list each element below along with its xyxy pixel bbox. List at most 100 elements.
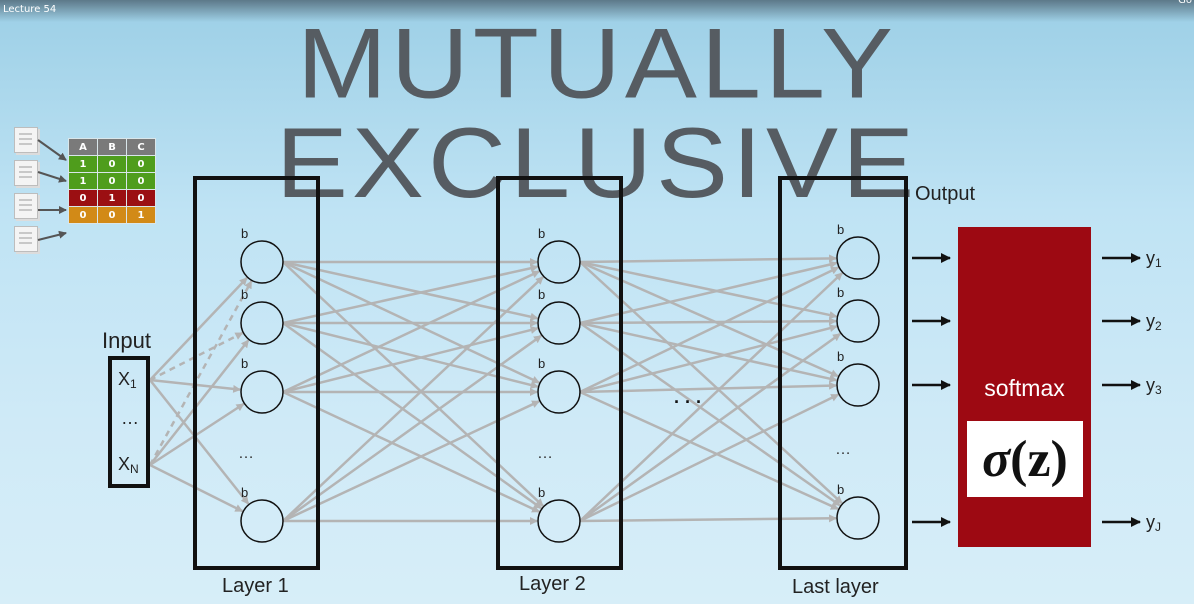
output-y1-symbol: y	[1146, 248, 1155, 268]
connection-line	[579, 514, 838, 523]
bias-label: b	[241, 356, 248, 371]
softmax-output-arrows	[1102, 253, 1141, 527]
layer-1-neuron	[240, 301, 284, 345]
last-layer-neuron	[836, 299, 880, 343]
table-row: 0 0 1	[68, 206, 156, 224]
table-cell: 0	[126, 155, 156, 173]
output-yj: yJ	[1146, 512, 1161, 534]
table-cell: 0	[97, 206, 127, 224]
output-y1: y1	[1146, 248, 1162, 270]
table-row: 1 0 0	[68, 155, 156, 173]
corner-label: Go	[1178, 0, 1192, 6]
layer-1-ellipsis: …	[238, 445, 254, 462]
output-y3: y3	[1146, 375, 1162, 397]
bias-label: b	[538, 356, 545, 371]
input-ellipsis: …	[121, 408, 139, 428]
connection-line	[579, 321, 841, 507]
output-yj-symbol: y	[1146, 512, 1155, 532]
last-layer-box	[778, 176, 908, 570]
bias-label: b	[837, 349, 844, 364]
document-to-label-arrows	[37, 139, 67, 241]
input-label: Input	[102, 328, 151, 353]
layer-2-box	[496, 176, 623, 570]
connection-line	[282, 261, 544, 507]
table-row: 1 0 0	[68, 172, 156, 190]
bias-label: b	[241, 226, 248, 241]
connection-line	[579, 317, 838, 326]
layer-2-neuron	[537, 499, 581, 543]
input-x1-symbol: X	[118, 369, 130, 389]
input-xn-subscript: N	[130, 462, 139, 476]
connection-line	[579, 332, 841, 523]
bias-label: b	[837, 285, 844, 300]
connection-line	[282, 321, 539, 389]
connection-line	[579, 260, 838, 319]
table-header-row: A B C	[68, 138, 156, 156]
connection-line	[282, 321, 542, 510]
video-top-bar	[0, 0, 1194, 22]
last-layer-neuron	[836, 363, 880, 407]
connection-line	[579, 321, 838, 383]
output-y2: y2	[1146, 311, 1162, 333]
connection-line	[579, 254, 838, 264]
bias-label: b	[241, 485, 248, 500]
layer-1-box	[193, 176, 320, 570]
layer-1-neuron	[240, 499, 284, 543]
last-layer-label: Last layer	[792, 576, 879, 598]
last-layer-neuron	[836, 236, 880, 280]
connection-line	[149, 379, 250, 505]
sigma-argument: (z)	[1010, 430, 1068, 488]
layer-2-neuron	[537, 301, 581, 345]
bias-label: b	[241, 287, 248, 302]
table-cell: 1	[126, 206, 156, 224]
output-y2-symbol: y	[1146, 311, 1155, 331]
connection-line	[579, 393, 840, 523]
table-header-cell: C	[126, 138, 156, 156]
input-x1: X1	[118, 369, 137, 391]
layer-2-neuron	[537, 370, 581, 414]
input-box	[108, 356, 150, 488]
document-icon	[14, 160, 38, 186]
layer-1-label: Layer 1	[222, 575, 289, 597]
softmax-formula: σ (z)	[967, 421, 1083, 497]
bias-label: b	[837, 482, 844, 497]
output-y1-subscript: 1	[1155, 256, 1162, 270]
connection-line	[149, 277, 248, 381]
connection-line	[149, 339, 250, 466]
connection-line	[282, 260, 539, 321]
table-cell: 0	[126, 189, 156, 207]
softmax-label: softmax	[984, 375, 1065, 401]
connection-line	[579, 266, 840, 394]
layer-2-neuron	[537, 240, 581, 284]
input-xn: XN	[118, 454, 139, 476]
output-y3-symbol: y	[1146, 375, 1155, 395]
table-cell: 1	[97, 189, 127, 207]
input-xn-symbol: X	[118, 454, 130, 474]
softmax-input-arrows	[912, 253, 951, 527]
bias-label: b	[837, 222, 844, 237]
slide-title: MUTUALLY EXCLUSIVE	[275, 7, 919, 219]
bias-label: b	[538, 226, 545, 241]
between-layers-ellipsis: · · ·	[674, 392, 702, 412]
class-label-table: A B C 1 0 0 1 0 0 0 1 0 0 0 1	[68, 138, 156, 224]
connection-line	[579, 381, 838, 394]
connection-line	[579, 390, 839, 511]
lecture-label: Lecture 54	[3, 4, 57, 15]
document-icon	[14, 127, 38, 153]
sigma-symbol: σ	[982, 430, 1011, 488]
document-icon	[14, 193, 38, 219]
connection-line	[282, 400, 540, 523]
last-layer-ellipsis: …	[835, 441, 851, 458]
table-header-cell: B	[97, 138, 127, 156]
layer-2-label: Layer 2	[519, 573, 586, 595]
table-cell: 1	[68, 155, 98, 173]
layer-1-neuron	[240, 240, 284, 284]
output-yj-subscript: J	[1155, 520, 1161, 534]
output-y3-subscript: 3	[1155, 383, 1162, 397]
layer-2-ellipsis: …	[537, 445, 553, 462]
neurons: b b b b b b b b b b b b	[240, 222, 880, 543]
bias-label: b	[538, 485, 545, 500]
layer-1-neuron	[240, 370, 284, 414]
connection-line	[282, 326, 539, 394]
